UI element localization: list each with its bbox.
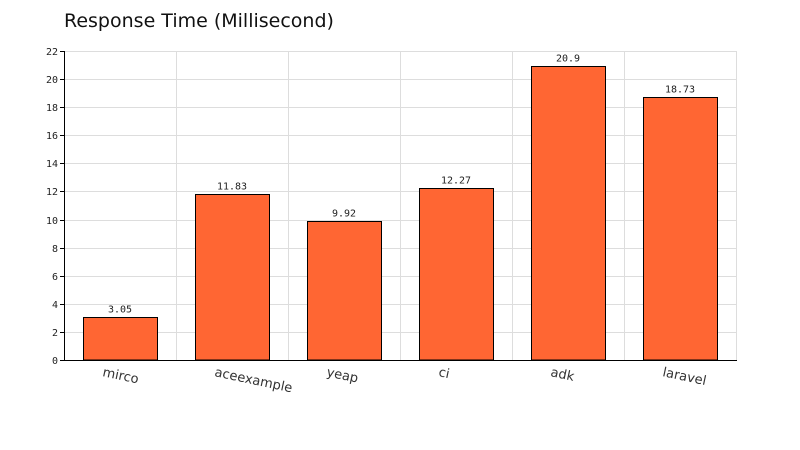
data-label: 20.9 [556, 54, 580, 65]
y-tick-label: 6 [52, 272, 58, 283]
x-tick-label: laravel [661, 365, 707, 389]
bar-yeap [307, 221, 382, 361]
y-tick-label: 16 [46, 131, 58, 142]
data-label: 12.27 [441, 176, 471, 187]
x-tick-label: adk [549, 365, 576, 385]
data-label: 18.73 [665, 85, 695, 96]
y-tick-label: 12 [46, 187, 58, 198]
y-tick-label: 2 [52, 328, 58, 339]
x-tick-label: mirco [101, 365, 140, 387]
y-tick-label: 8 [52, 244, 58, 255]
y-tick-label: 0 [52, 356, 58, 367]
y-tick-label: 22 [46, 47, 58, 58]
axes [60, 51, 737, 361]
y-tick-label: 4 [52, 300, 58, 311]
data-label: 3.05 [108, 305, 132, 316]
y-tick-label: 20 [46, 75, 58, 86]
chart-title: Response Time (Millisecond) [64, 10, 334, 32]
labels: 0 2 4 6 8 10 12 14 16 18 20 22 3.05 mirco 11.83 aceexam… [46, 47, 708, 396]
bar-ci [419, 188, 494, 361]
bar-laravel [643, 97, 718, 361]
data-label: 9.92 [332, 209, 356, 220]
grid [64, 51, 737, 360]
y-tick-label: 10 [46, 216, 58, 227]
y-tick-label: 14 [46, 159, 58, 170]
y-tick-label: 18 [46, 103, 58, 114]
bar-mirco [83, 317, 158, 361]
x-tick-label: aceexample [213, 365, 293, 396]
x-tick-label: yeap [325, 365, 359, 386]
data-label: 11.83 [217, 182, 247, 193]
bar-adk [531, 66, 606, 361]
bar-aceexample [195, 194, 270, 361]
x-tick-label: ci [437, 365, 451, 382]
